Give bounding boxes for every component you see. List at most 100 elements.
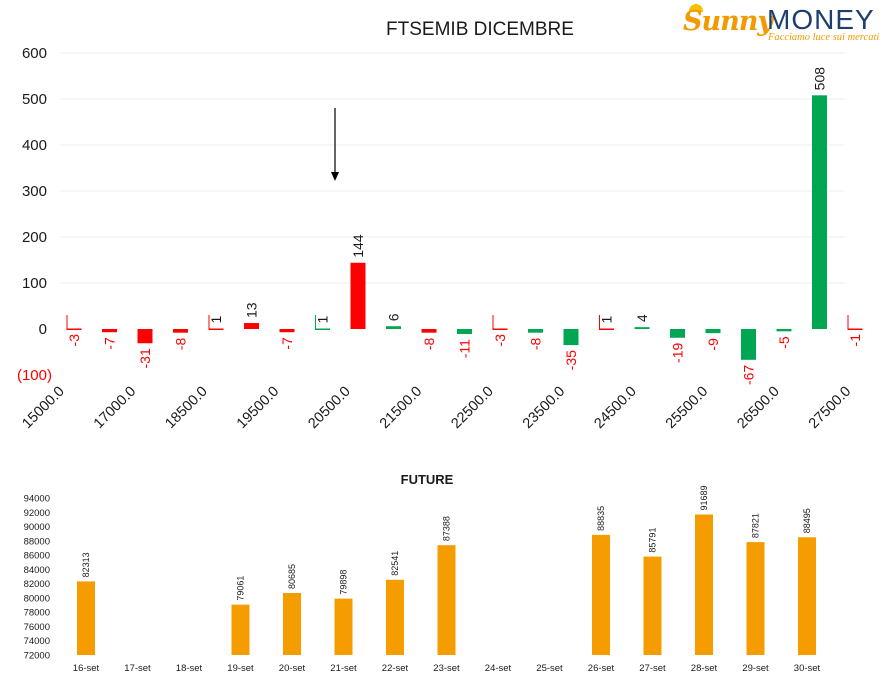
- data-label: -5: [776, 336, 792, 349]
- data-label: -8: [528, 337, 544, 350]
- x-tick-label: 21-set: [330, 663, 357, 674]
- bar: [776, 329, 792, 332]
- bar: [746, 542, 765, 655]
- bar-stub: [492, 315, 494, 329]
- x-tick-label: 23500.0: [520, 384, 568, 432]
- data-label: -7: [102, 337, 118, 350]
- y-tick-label: 78000: [24, 608, 50, 619]
- y-tick-label: 500: [22, 91, 47, 108]
- x-tick-label: 19-set: [227, 663, 254, 674]
- x-tick-label: 21500.0: [377, 384, 425, 432]
- data-label: -67: [741, 365, 757, 385]
- bar: [244, 323, 259, 329]
- annotation-arrow-head: [331, 172, 339, 181]
- data-label: 87388: [442, 516, 452, 541]
- data-label: -11: [457, 339, 473, 358]
- bar: [528, 329, 543, 333]
- bar-stub: [315, 315, 316, 329]
- data-label: 88495: [802, 508, 812, 533]
- x-tick-label: 18500.0: [162, 384, 210, 432]
- data-label: 80685: [287, 564, 297, 589]
- bar: [457, 329, 472, 335]
- data-label: -8: [173, 337, 189, 350]
- y-tick-label: 72000: [24, 651, 50, 662]
- x-tick-label: 16-set: [73, 663, 100, 674]
- bar: [386, 326, 401, 329]
- bar: [643, 556, 662, 655]
- y-tick-label: 200: [22, 229, 47, 246]
- x-tick-label: 28-set: [691, 663, 718, 674]
- bar-stub: [847, 315, 849, 329]
- y-tick-label: 82000: [24, 579, 50, 590]
- chart-title: FTSEMIB DICEMBRE: [386, 19, 574, 40]
- logo-brand-sunny: Sunny: [683, 6, 773, 37]
- x-tick-label: 25500.0: [663, 384, 711, 432]
- bar: [283, 593, 301, 655]
- data-label: 82313: [81, 552, 91, 577]
- data-label: -31: [137, 348, 153, 368]
- data-label: 4: [634, 314, 650, 322]
- data-label: -1: [847, 334, 863, 347]
- y-tick-label: 100: [22, 275, 47, 292]
- x-tick-label: 20-set: [279, 663, 306, 674]
- y-tick-label: 0: [39, 321, 47, 338]
- y-tick-label: 86000: [24, 551, 50, 562]
- data-label: 508: [812, 67, 828, 91]
- data-label: 1: [599, 316, 615, 324]
- data-label: 1: [315, 316, 331, 324]
- bar: [315, 328, 330, 330]
- bar-stub: [208, 315, 210, 329]
- y-tick-label: 94000: [24, 494, 50, 505]
- x-tick-label: 29-set: [742, 663, 769, 674]
- data-label: 6: [386, 313, 402, 321]
- options-chart: FTSEMIB DICEMBRE 600 500 400 300 200 100 0 (100)…: [17, 19, 863, 432]
- data-label: -3: [492, 334, 508, 347]
- data-label: 13: [244, 302, 260, 318]
- x-tick-label: 22-set: [382, 663, 409, 674]
- data-label: 88835: [596, 506, 606, 531]
- chart-title: FUTURE: [401, 472, 454, 487]
- data-label: -7: [279, 337, 295, 350]
- x-tick-label: 17-set: [124, 663, 151, 674]
- bar: [437, 545, 456, 655]
- y-tick-label: 600: [22, 45, 47, 62]
- data-label: 82541: [390, 551, 400, 576]
- bar: [634, 327, 650, 329]
- data-label: 91689: [699, 485, 709, 510]
- x-tick-label: 24-set: [485, 663, 512, 674]
- x-tick-label: 22500.0: [448, 384, 496, 432]
- bar: [334, 598, 353, 655]
- bar-stub: [66, 315, 68, 329]
- x-tick-label: 17000.0: [91, 384, 139, 432]
- bar-stub: [599, 315, 600, 329]
- y-tick-label: 92000: [24, 508, 50, 519]
- x-tick-label: 25-set: [536, 663, 563, 674]
- bar: [670, 329, 685, 338]
- bar: [421, 329, 437, 333]
- bar: [563, 329, 579, 346]
- data-label: -9: [705, 338, 721, 351]
- bar: [812, 95, 827, 329]
- bar: [231, 604, 250, 655]
- data-label: -8: [421, 337, 437, 350]
- x-tick-label: 27-set: [639, 663, 666, 674]
- sun-icon: [689, 4, 703, 12]
- bar: [592, 534, 610, 655]
- bar: [66, 328, 82, 330]
- data-label: 85791: [648, 528, 658, 553]
- y-tick-label: 90000: [24, 522, 50, 533]
- data-label: 1: [208, 316, 224, 324]
- x-tick-label: 23-set: [433, 663, 460, 674]
- x-tick-label: 18-set: [176, 663, 203, 674]
- data-label: -19: [670, 343, 686, 363]
- data-label: 79061: [236, 576, 246, 601]
- logo-tagline: Facciamo luce sui mercati: [768, 32, 880, 43]
- y-tick-label: 80000: [24, 593, 50, 604]
- sunny-money-logo: Sunny MONEY Facciamo luce sui mercati: [683, 4, 888, 44]
- x-tick-label: 20500.0: [305, 384, 353, 432]
- bar: [173, 329, 188, 333]
- bar: [386, 579, 404, 655]
- bar: [279, 329, 295, 333]
- y-tick-label: 400: [22, 137, 47, 154]
- bar: [599, 328, 614, 330]
